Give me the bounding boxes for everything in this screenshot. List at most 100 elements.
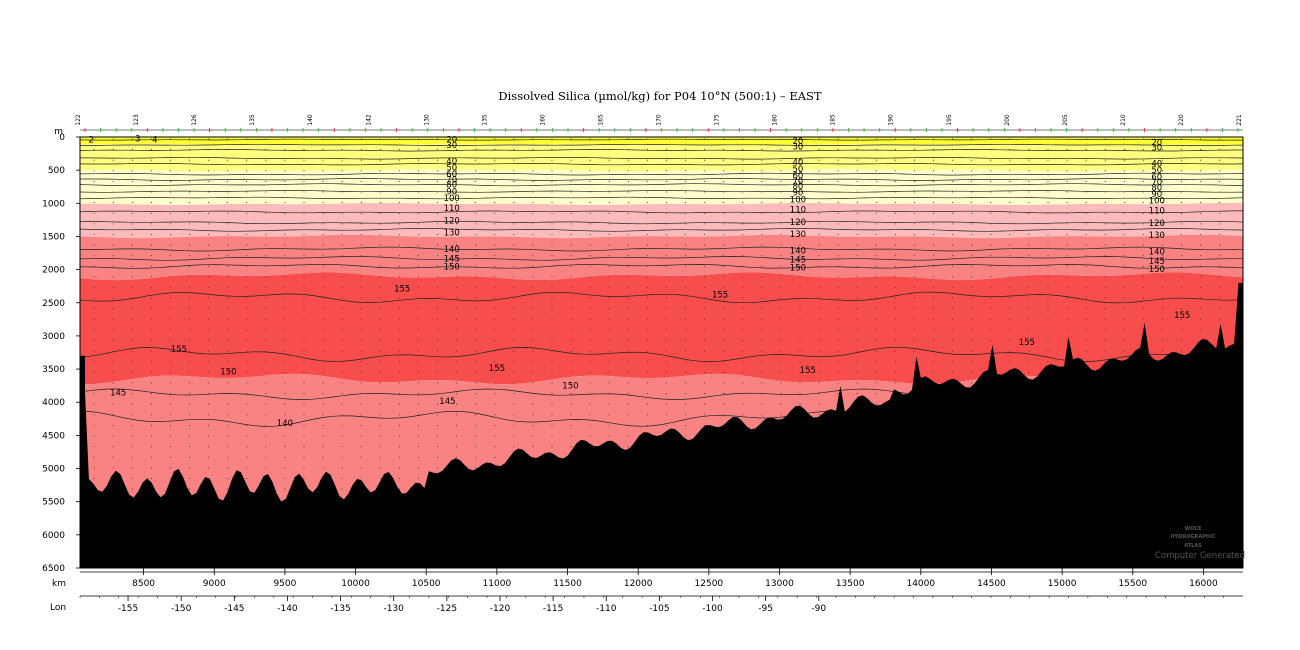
sample-dot xyxy=(208,403,210,405)
sample-dot xyxy=(952,180,954,182)
y-tick-label: 2500 xyxy=(42,299,65,309)
sample-dot xyxy=(494,286,496,289)
sample-dot xyxy=(551,414,553,416)
sample-dot xyxy=(112,159,114,161)
contour-line xyxy=(79,190,1244,193)
sample-dot xyxy=(417,477,419,480)
sample-dot xyxy=(303,318,305,320)
contour-label: 120 xyxy=(1149,219,1165,229)
sample-dot xyxy=(284,467,286,469)
sample-dot xyxy=(799,329,801,331)
sample-dot xyxy=(551,350,553,352)
contour-label: 155 xyxy=(1019,338,1035,348)
sample-dot xyxy=(913,170,915,172)
sample-dot xyxy=(551,403,553,405)
sample-dot xyxy=(799,223,801,225)
sample-dot xyxy=(1047,202,1049,204)
sample-dot xyxy=(589,244,591,246)
sample-dot xyxy=(665,340,667,342)
sample-dot xyxy=(284,202,286,204)
sample-dot xyxy=(761,265,763,267)
sample-dot xyxy=(188,308,191,310)
sample-dot xyxy=(1219,180,1221,182)
x-tick-label: 11500 xyxy=(553,579,582,589)
sample-dot xyxy=(208,138,210,140)
sample-dot xyxy=(627,276,629,278)
sample-dot xyxy=(513,212,515,214)
sample-dot xyxy=(952,265,954,267)
sample-dot xyxy=(1085,308,1087,310)
sample-dot xyxy=(112,180,114,182)
sample-dot xyxy=(1219,265,1221,267)
sample-dot xyxy=(856,180,858,182)
sample-dot xyxy=(265,424,267,426)
sample-dot xyxy=(1104,149,1106,151)
sample-dot xyxy=(646,276,648,278)
sample-dot xyxy=(169,212,171,214)
sample-dot xyxy=(1180,329,1183,331)
sample-dot xyxy=(379,371,381,373)
sample-dot xyxy=(303,308,305,310)
sample-dot xyxy=(131,223,133,225)
sample-dot xyxy=(398,467,400,469)
sample-dot xyxy=(265,244,267,246)
sample-dot xyxy=(379,149,381,151)
sample-dot xyxy=(398,180,400,182)
sample-dot xyxy=(360,233,362,236)
sample-dot xyxy=(360,477,362,480)
sample-dot xyxy=(494,382,496,384)
contour-label: 40 xyxy=(1151,160,1162,170)
sample-dot xyxy=(665,308,667,310)
contour-label: 150 xyxy=(562,381,578,391)
sample-dot xyxy=(1161,286,1164,289)
sample-dot xyxy=(532,170,534,172)
sample-dot xyxy=(417,361,419,363)
sample-dot xyxy=(246,286,248,289)
sample-dot xyxy=(1085,170,1087,172)
sample-dot xyxy=(322,446,324,448)
sample-dot xyxy=(1066,255,1068,257)
sample-dot xyxy=(188,233,191,236)
sample-dot xyxy=(494,403,496,405)
sample-dot xyxy=(684,202,687,204)
sample-dot xyxy=(723,170,725,172)
sample-dot xyxy=(169,446,171,448)
sample-dot xyxy=(322,202,324,204)
sample-dot xyxy=(608,180,610,182)
sample-dot xyxy=(1028,350,1030,352)
sample-dot xyxy=(532,435,534,437)
sample-dot xyxy=(360,212,362,214)
sample-dot xyxy=(589,340,591,342)
sample-dot xyxy=(1180,265,1183,267)
sample-dot xyxy=(475,308,477,310)
sample-dot xyxy=(265,180,267,182)
sample-dot xyxy=(742,361,744,363)
sample-dot xyxy=(341,233,343,236)
sample-dot xyxy=(398,393,400,395)
sample-dot xyxy=(1028,297,1030,299)
sample-dot xyxy=(150,244,152,246)
y-tick-label: 6500 xyxy=(42,564,65,574)
sample-dot xyxy=(112,446,114,448)
sample-dot xyxy=(589,308,591,310)
sample-dot xyxy=(627,371,629,373)
sample-dot xyxy=(417,456,419,458)
sample-dot xyxy=(131,446,133,448)
sample-dot xyxy=(456,424,458,426)
sample-dot xyxy=(704,340,706,342)
sample-dot xyxy=(322,286,324,289)
sample-dot xyxy=(932,159,935,161)
sample-dot xyxy=(417,180,419,182)
contour-line xyxy=(80,178,1244,181)
sample-dot xyxy=(1104,180,1106,182)
sample-dot xyxy=(818,340,820,342)
sample-dot xyxy=(551,255,553,257)
contour-label: 155 xyxy=(800,366,816,376)
sample-dot xyxy=(875,138,877,140)
sample-dot xyxy=(952,255,954,257)
sample-dot xyxy=(608,233,610,236)
sample-dot xyxy=(875,350,877,352)
sample-dot xyxy=(608,191,610,193)
sample-dot xyxy=(780,308,782,310)
sample-dot xyxy=(532,308,534,310)
